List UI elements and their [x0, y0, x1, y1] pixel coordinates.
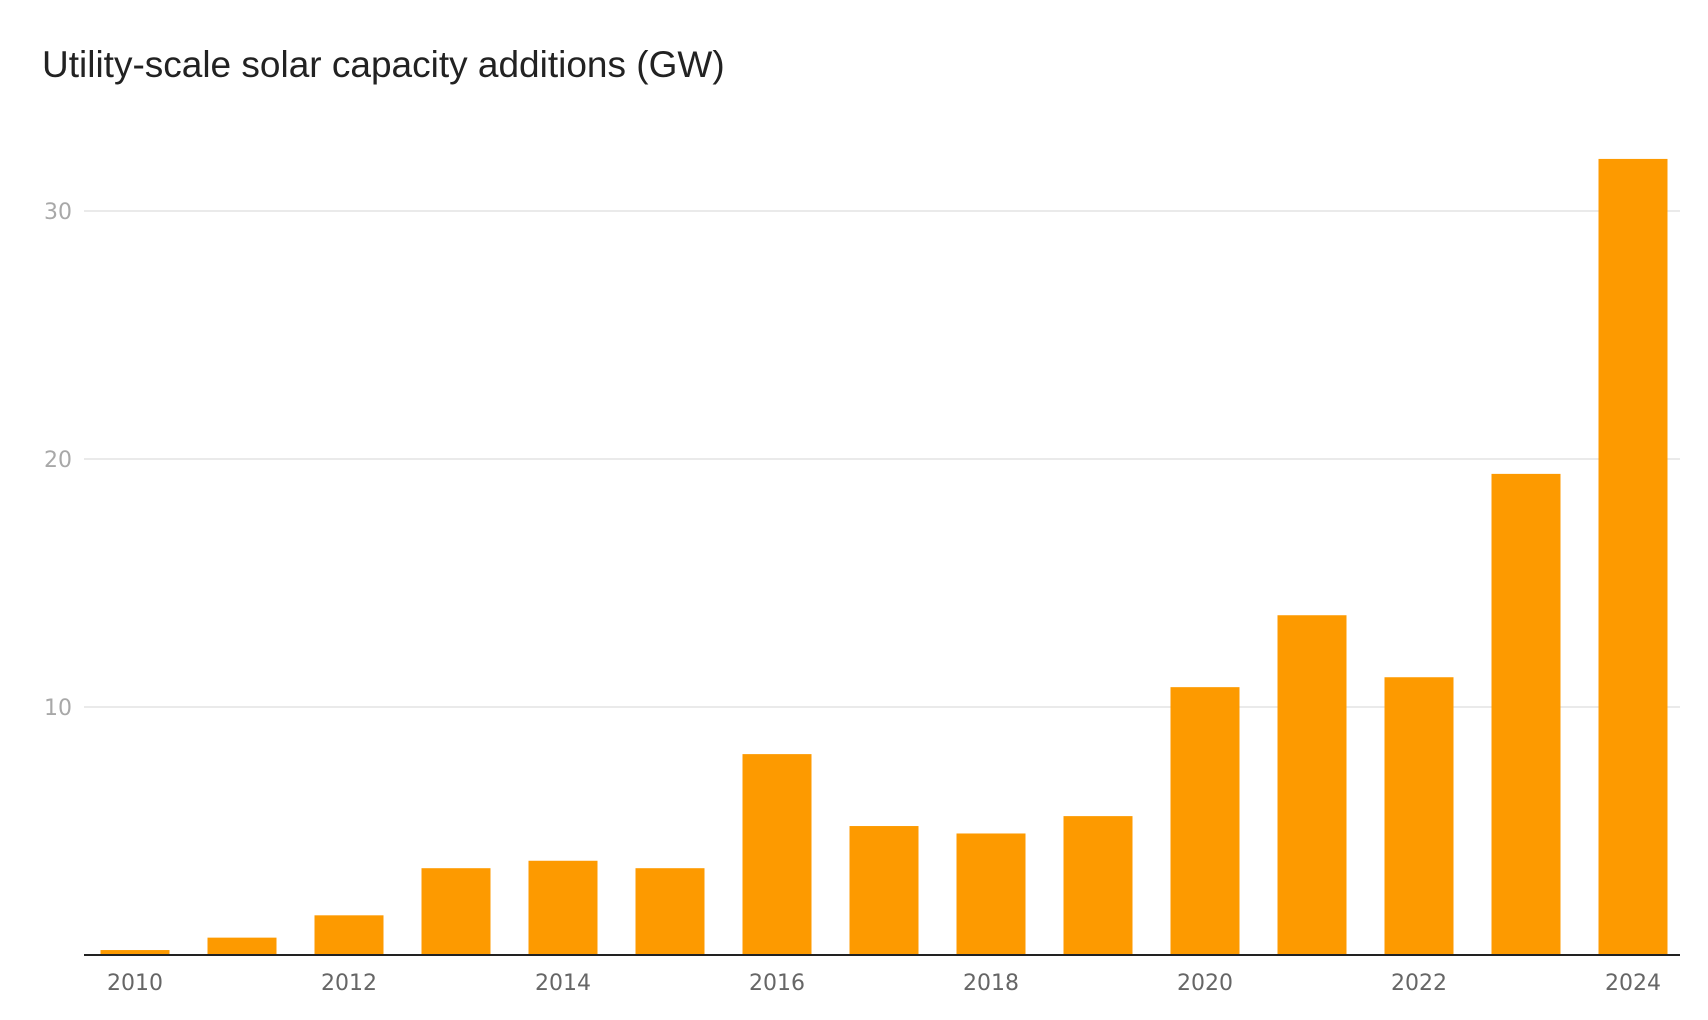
x-tick-label: 2014 — [535, 971, 591, 996]
x-tick-label: 2018 — [963, 971, 1019, 996]
x-tick-label: 2024 — [1605, 971, 1661, 996]
bar-2020 — [1170, 687, 1240, 955]
tick-labels: 10 20 30 2010 2012 2014 2016 2018 2020 2022 2024 — [44, 200, 1661, 996]
bar-2022 — [1384, 677, 1454, 955]
x-tick-label: 2016 — [749, 971, 805, 996]
gridlines — [84, 210, 1680, 708]
bar-2013 — [421, 868, 491, 955]
y-tick-label: 20 — [44, 448, 72, 473]
bar-2010 — [100, 950, 170, 955]
x-tick-label: 2012 — [321, 971, 377, 996]
bar-2012 — [314, 915, 384, 955]
bar-2017 — [849, 826, 919, 955]
y-tick-label: 30 — [44, 200, 72, 225]
bar-2023 — [1491, 473, 1561, 955]
bar-2021 — [1277, 615, 1347, 955]
bar-2011 — [207, 937, 277, 955]
x-tick-label: 2020 — [1177, 971, 1233, 996]
bar-2016 — [742, 754, 812, 955]
bar-2015 — [635, 868, 705, 955]
bar-2014 — [528, 860, 598, 955]
bar-2018 — [956, 833, 1026, 955]
chart-title: Utility-scale solar capacity additions (… — [42, 44, 725, 85]
x-tick-label: 2022 — [1391, 971, 1447, 996]
bars — [100, 158, 1668, 956]
bar-2019 — [1063, 816, 1133, 955]
y-tick-label: 10 — [44, 696, 72, 721]
x-tick-label: 2010 — [107, 971, 163, 996]
bar-2024 — [1598, 158, 1668, 956]
